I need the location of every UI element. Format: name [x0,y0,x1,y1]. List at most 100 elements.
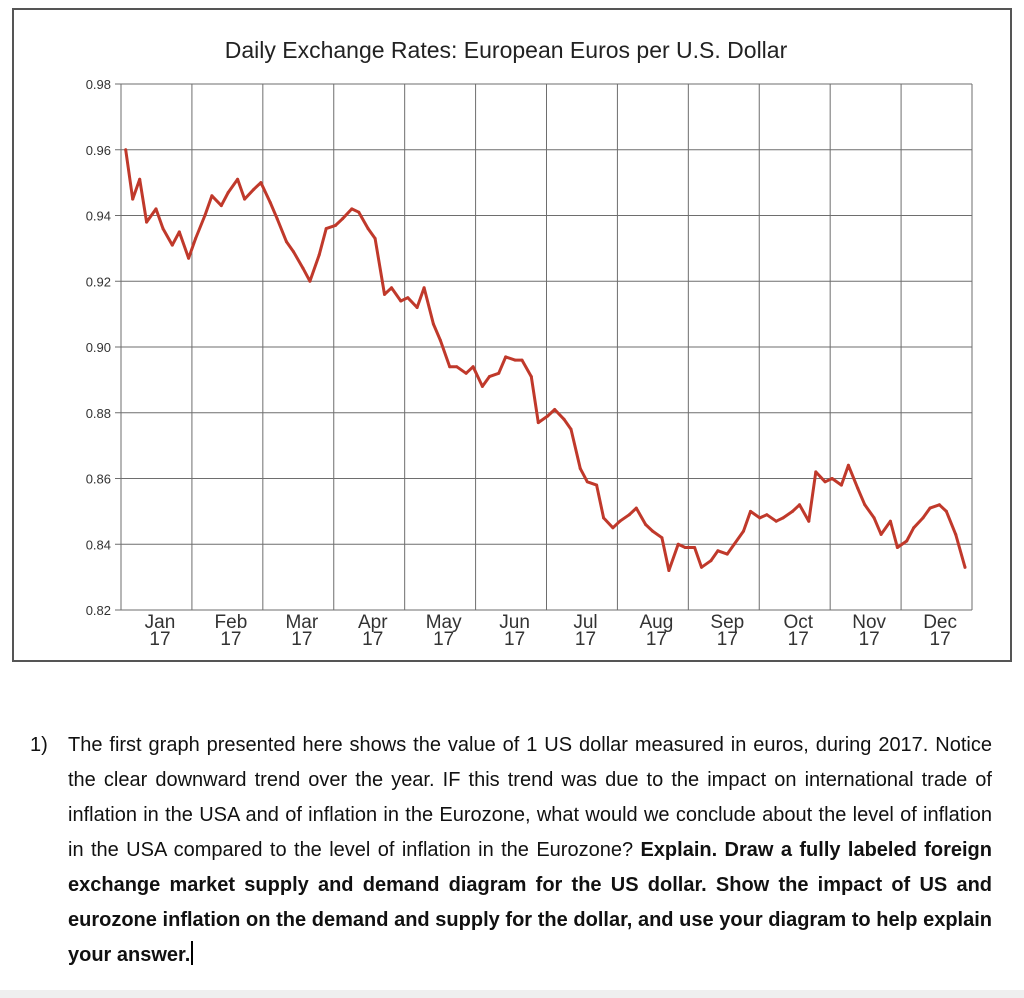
data-point [194,237,198,240]
x-tick-year-label: 17 [291,629,312,650]
y-tick-label: 0.96 [86,143,111,158]
data-point [937,503,941,507]
question-text-bold: Explain. Draw a fully labeled foreign ex… [68,839,992,966]
question-text: The first graph presented here shows the… [68,728,992,973]
data-point [921,516,925,520]
data-point [422,286,426,290]
data-point [504,355,508,359]
data-point [774,519,778,523]
y-tick-label: 0.98 [86,77,111,92]
question-block: 1) The first graph presented here shows … [30,728,992,973]
data-point [765,513,769,517]
x-tick-month-label: May [426,612,462,633]
data-point [863,503,867,507]
data-point [259,181,263,185]
data-point [219,204,223,208]
x-tick-month-label: Jul [573,612,597,633]
data-point [749,509,752,513]
data-point [644,523,648,526]
data-point [226,191,230,194]
data-point [170,243,174,247]
x-tick-month-label: Feb [215,612,248,633]
data-point [154,207,158,211]
y-tick-label: 0.84 [86,537,111,552]
data-point [634,506,638,510]
x-tick-month-label: Jun [499,612,530,633]
data-point [131,197,135,201]
x-tick-year-label: 17 [504,629,525,650]
y-axis-ticks: 0.98 0.96 0.94 0.92 0.90 0.88 0.86 0.84 0.82 [86,77,111,618]
data-point [667,569,671,572]
data-point [683,546,687,549]
data-point [912,526,916,530]
data-point [732,542,736,546]
data-point [839,483,843,487]
data-point [742,529,745,533]
data-point [161,227,165,231]
grid-lines [115,83,973,611]
data-point [357,210,361,214]
data-point [366,227,370,231]
x-tick-month-label: Nov [852,612,886,633]
data-point [693,546,697,549]
data-point [210,194,214,198]
data-point [497,371,501,375]
data-point [546,414,550,418]
y-tick-label: 0.92 [86,274,111,289]
data-point [124,148,128,152]
data-point [963,565,967,569]
data-point [944,509,948,513]
data-point [928,506,932,510]
data-point [602,516,606,520]
data-point [888,519,892,523]
data-point [879,532,883,536]
data-point [611,526,615,530]
data-point [725,552,729,556]
data-point [807,519,811,523]
x-tick-month-label: Apr [358,612,388,633]
chart-title: Daily Exchange Rates: European Euros per… [225,37,788,63]
data-point [383,292,386,296]
data-point [285,240,288,244]
data-point [536,421,540,425]
data-point [905,539,909,543]
series-layer [124,148,967,572]
y-tick-label: 0.94 [86,209,111,224]
data-point [187,256,191,260]
data-point [627,513,631,517]
data-point [464,371,468,375]
data-point [301,266,305,270]
data-point [448,365,452,369]
data-point [814,470,818,474]
data-point [562,417,566,421]
chart-frame: Daily Exchange Rates: European Euros per… [12,8,1012,662]
data-point [138,177,142,181]
data-point [798,503,801,507]
y-tick-label: 0.86 [86,472,111,487]
data-point [431,322,435,326]
data-point [390,286,393,290]
data-point [758,516,762,520]
data-point [438,338,442,342]
data-point [895,546,899,549]
y-tick-label: 0.82 [86,603,111,618]
x-tick-year-label: 17 [859,629,880,650]
data-point [830,477,834,480]
data-point [846,463,850,467]
data-point [480,384,484,388]
data-point [243,197,247,201]
data-point [308,279,312,283]
data-point [700,565,703,569]
data-point [513,358,517,362]
data-point [618,519,622,523]
x-tick-month-label: Mar [285,612,318,633]
y-tick-label: 0.90 [86,340,111,355]
x-axis-ticks: Jan17Feb17Mar17Apr17May17Jun17Jul17Aug17… [145,612,957,650]
